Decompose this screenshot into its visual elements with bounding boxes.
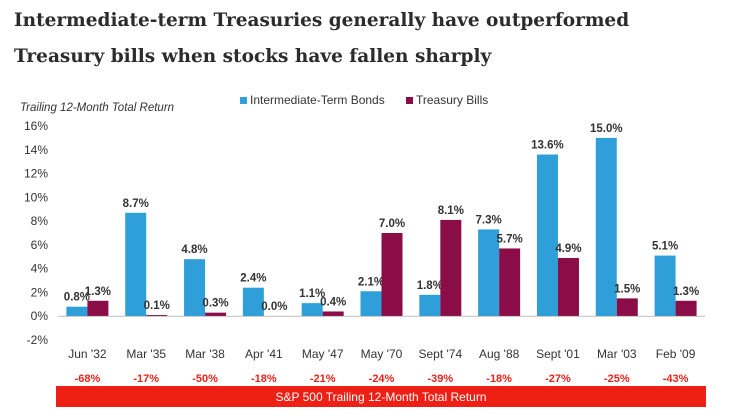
x-tick-label: Mar '35 <box>126 347 166 361</box>
sp500-return-label: -39% <box>427 373 453 385</box>
x-tick-label: May '47 <box>302 347 344 361</box>
sp500-return-label: -18% <box>251 373 277 385</box>
sp500-return-label: -43% <box>663 373 689 385</box>
legend-label-1: Treasury Bills <box>416 93 488 107</box>
bar-bills <box>440 219 462 317</box>
bar-bonds <box>360 291 382 317</box>
data-label: 0.8% <box>64 292 90 304</box>
sp500-return-label: -17% <box>133 373 159 385</box>
bar-bills <box>146 315 168 317</box>
x-tick-label: May '70 <box>361 347 403 361</box>
legend-label-0: Intermediate-Term Bonds <box>250 93 385 107</box>
sp500-return-label: -25% <box>604 373 630 385</box>
data-label: 7.3% <box>476 214 502 226</box>
sp500-return-label: -24% <box>369 373 395 385</box>
y-tick-label: 2% <box>31 285 49 299</box>
sp500-return-label: -50% <box>192 373 218 385</box>
data-label: 2.4% <box>240 273 266 285</box>
data-label: 15.0% <box>590 123 623 135</box>
data-label: 1.3% <box>673 286 699 298</box>
y-tick-label: 12% <box>24 167 48 181</box>
y-axis-title: Trailing 12-Month Total Return <box>20 102 174 114</box>
bar-bills <box>381 233 403 317</box>
x-tick-label: Aug '88 <box>479 347 520 361</box>
data-label: 0.3% <box>202 298 228 310</box>
y-tick-label: 8% <box>31 214 49 228</box>
sp500-return-label: -27% <box>545 373 571 385</box>
sp500-return-label: -18% <box>486 373 512 385</box>
y-tick-label: 16% <box>24 119 48 133</box>
sp500-return-label: -68% <box>75 373 101 385</box>
data-label: 1.3% <box>85 286 111 298</box>
bar-bills <box>675 300 697 317</box>
data-label: 8.1% <box>438 205 464 217</box>
data-label: 7.0% <box>379 218 405 230</box>
data-label: 2.1% <box>358 276 384 288</box>
data-label: 0.1% <box>144 300 170 312</box>
y-tick-label: 14% <box>24 143 48 157</box>
y-tick-label: -2% <box>27 333 49 347</box>
x-tick-label: Apr '41 <box>245 347 283 361</box>
x-tick-label: Sept '01 <box>536 347 580 361</box>
bar-bills <box>87 300 109 317</box>
bar-bonds <box>242 287 264 317</box>
bar-bonds <box>125 212 147 317</box>
legend-swatch-0 <box>240 97 247 104</box>
bar-bills <box>322 311 344 317</box>
bar-bonds <box>654 255 676 317</box>
bar-bills <box>205 312 227 317</box>
bar-bonds <box>595 137 617 317</box>
x-tick-label: Mar '03 <box>597 347 637 361</box>
x-tick-label: Feb '09 <box>656 347 696 361</box>
sp500-banner-label: S&P 500 Trailing 12-Month Total Return <box>275 390 486 404</box>
bar-bills <box>557 257 579 317</box>
data-label: 5.1% <box>652 241 678 253</box>
legend-swatch-1 <box>406 97 413 104</box>
bar-bonds <box>536 154 558 317</box>
data-label: 5.7% <box>497 233 523 245</box>
data-label: 1.8% <box>417 280 443 292</box>
data-label: 4.9% <box>555 243 581 255</box>
bar-bonds <box>478 229 500 317</box>
x-tick-label: Mar '38 <box>185 347 225 361</box>
data-label: 1.1% <box>299 288 325 300</box>
data-label: 13.6% <box>531 140 564 152</box>
y-tick-label: 4% <box>31 262 49 276</box>
data-label: 1.5% <box>614 283 640 295</box>
bar-bonds <box>66 306 88 317</box>
bar-bonds <box>301 303 323 317</box>
x-tick-label: Sept '74 <box>418 347 462 361</box>
bar-bills <box>616 298 638 317</box>
sp500-return-label: -21% <box>310 373 336 385</box>
data-label: 4.8% <box>181 244 207 256</box>
data-label: 0.0% <box>261 301 287 313</box>
bar-bonds <box>184 259 206 317</box>
chart-title-line-1: Intermediate-term Treasuries generally h… <box>14 10 630 31</box>
chart-title-line-2: Treasury bills when stocks have fallen s… <box>14 46 492 67</box>
bar-bills <box>499 248 521 317</box>
y-tick-label: 0% <box>31 309 49 323</box>
data-label: 0.4% <box>320 296 346 308</box>
bar-bonds <box>419 294 441 317</box>
sp500-banner <box>56 386 706 407</box>
y-tick-label: 6% <box>31 238 49 252</box>
y-tick-label: 10% <box>24 190 48 204</box>
x-tick-label: Jun '32 <box>68 347 107 361</box>
data-label: 8.7% <box>123 198 149 210</box>
